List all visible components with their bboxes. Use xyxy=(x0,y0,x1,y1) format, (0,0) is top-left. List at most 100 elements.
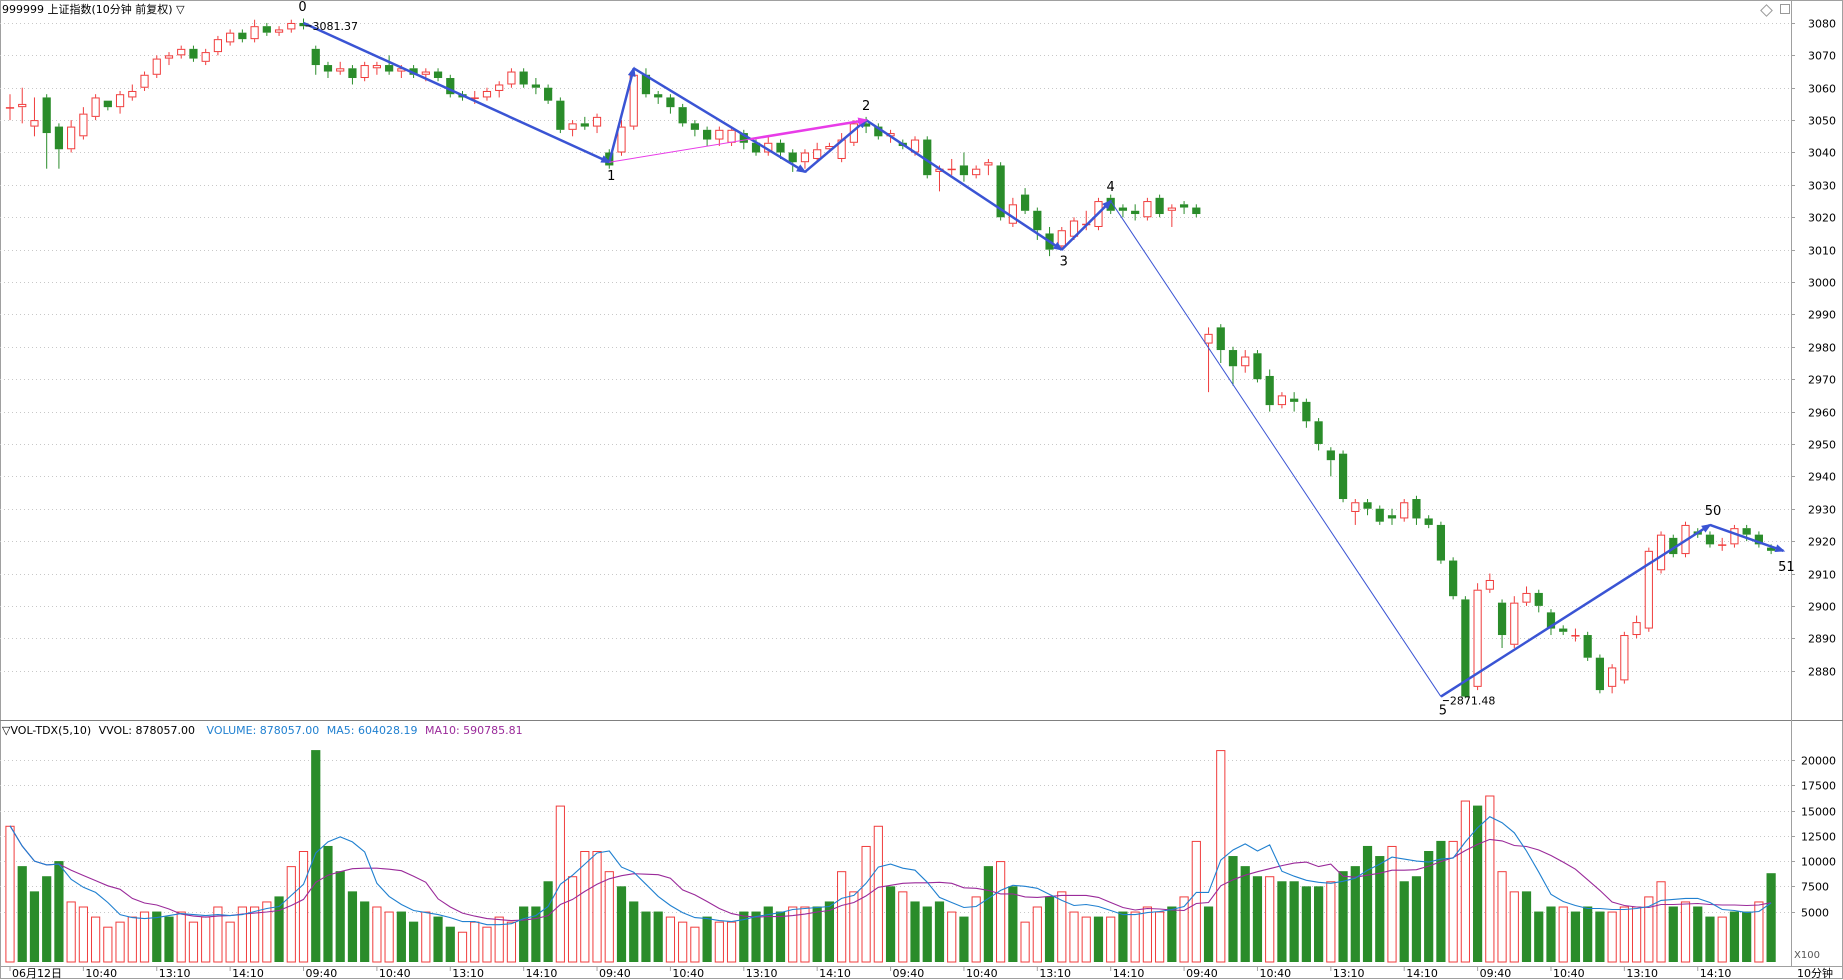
candle-body xyxy=(996,165,1005,218)
candle-body xyxy=(519,71,528,85)
volume-bar xyxy=(702,916,712,962)
volume-bar xyxy=(164,916,174,962)
volume-indicator-name[interactable]: ▽VOL-TDX(5,10) xyxy=(2,724,92,737)
candle-body xyxy=(470,97,479,99)
volume-bar xyxy=(567,876,578,963)
title-dropdown-icon[interactable]: ▽ xyxy=(176,3,185,16)
volume-bar xyxy=(1754,901,1764,963)
candle-body xyxy=(336,68,345,72)
candle xyxy=(189,45,198,62)
candle xyxy=(1351,499,1360,525)
volume-bar xyxy=(604,871,614,963)
candle-body xyxy=(360,65,369,79)
candle-body xyxy=(1608,667,1617,687)
candle-body xyxy=(226,32,235,43)
candle xyxy=(1131,204,1140,221)
candle-body xyxy=(813,149,822,159)
candle-body xyxy=(91,97,100,117)
volume-bar xyxy=(1130,911,1140,963)
candle-body xyxy=(1754,534,1763,545)
volume-bar xyxy=(861,845,871,963)
price-tick-label: 2880 xyxy=(1808,666,1836,679)
candle xyxy=(299,18,308,30)
candle xyxy=(79,107,88,140)
candle-body xyxy=(177,48,186,56)
candle-body xyxy=(1400,502,1409,519)
volume-bar xyxy=(580,851,590,963)
candle xyxy=(984,158,993,176)
x-tick-label: 13:10 xyxy=(452,967,484,980)
price-tick-label: 2920 xyxy=(1808,536,1836,549)
candle xyxy=(262,22,271,36)
candle xyxy=(1473,583,1482,691)
volume-bar xyxy=(421,911,431,963)
candle-body xyxy=(1020,194,1030,211)
price-tick-label: 2980 xyxy=(1808,342,1836,355)
price-tick-label: 3020 xyxy=(1808,212,1836,225)
candle-body xyxy=(1192,207,1201,215)
restore-icon[interactable] xyxy=(1780,4,1790,14)
volume-bar xyxy=(1742,911,1752,962)
candle xyxy=(238,29,247,43)
candle xyxy=(1595,654,1604,694)
volume-bar xyxy=(457,931,468,963)
volume-bar xyxy=(665,916,676,963)
volume-bar xyxy=(1399,881,1409,962)
x-tick-label: 10:40 xyxy=(1553,967,1585,980)
volume-bar xyxy=(983,866,993,962)
volume-bar xyxy=(1277,881,1287,962)
wave-line xyxy=(1440,523,1712,698)
volume-bar xyxy=(1411,876,1422,962)
volume-bar xyxy=(1118,911,1128,962)
wave-line xyxy=(1060,199,1113,251)
candle-body xyxy=(1644,550,1653,629)
candle-body xyxy=(482,90,492,98)
volume-bar xyxy=(42,876,52,962)
volume-bar xyxy=(1583,906,1593,962)
candle xyxy=(678,103,687,127)
volume-bar xyxy=(1705,916,1715,962)
candle-body xyxy=(421,71,430,75)
x-tick-label: 14:10 xyxy=(526,967,558,980)
price-tick-label: 3040 xyxy=(1808,147,1836,160)
x-tick-label: 13:10 xyxy=(1333,967,1365,980)
candle-body xyxy=(1461,599,1470,697)
volume-bar xyxy=(103,926,113,963)
volume-bar xyxy=(396,911,406,962)
volume-bar xyxy=(751,911,761,962)
candle-body xyxy=(1253,353,1262,380)
volume-bar xyxy=(1326,881,1336,963)
candle xyxy=(1608,664,1617,694)
price-tick-label: 2900 xyxy=(1808,601,1836,614)
candle-body xyxy=(947,168,956,171)
wave-label: 1 xyxy=(607,169,615,184)
volume-bar xyxy=(1717,916,1727,963)
candle xyxy=(800,149,810,169)
price-tick-label: 3000 xyxy=(1808,277,1836,290)
volume-bar xyxy=(690,926,700,963)
volume-bar xyxy=(1240,866,1250,962)
volume-bar xyxy=(1314,886,1324,962)
volume-bar xyxy=(54,861,64,962)
candle-body xyxy=(1008,204,1017,224)
x-tick-label: 13:10 xyxy=(1039,967,1071,980)
candle xyxy=(5,94,15,121)
price-tick-label: 3050 xyxy=(1808,115,1836,128)
price-tick-label: 2910 xyxy=(1808,569,1836,582)
candle-body xyxy=(189,48,198,59)
volume-bar xyxy=(1032,906,1042,963)
candle xyxy=(1192,204,1201,218)
candle xyxy=(177,45,186,59)
candle-body xyxy=(348,68,357,79)
price-tick-label: 3080 xyxy=(1808,18,1836,31)
candle xyxy=(1571,628,1580,642)
x-tick-label: 14:10 xyxy=(232,967,264,980)
volume-bar xyxy=(1631,906,1642,963)
candle-body xyxy=(800,152,810,163)
volume-bar xyxy=(1191,840,1201,963)
volume-bar xyxy=(1485,795,1495,963)
volume-bar xyxy=(959,916,969,962)
volume-bar xyxy=(922,906,932,962)
candle-body xyxy=(409,68,418,75)
